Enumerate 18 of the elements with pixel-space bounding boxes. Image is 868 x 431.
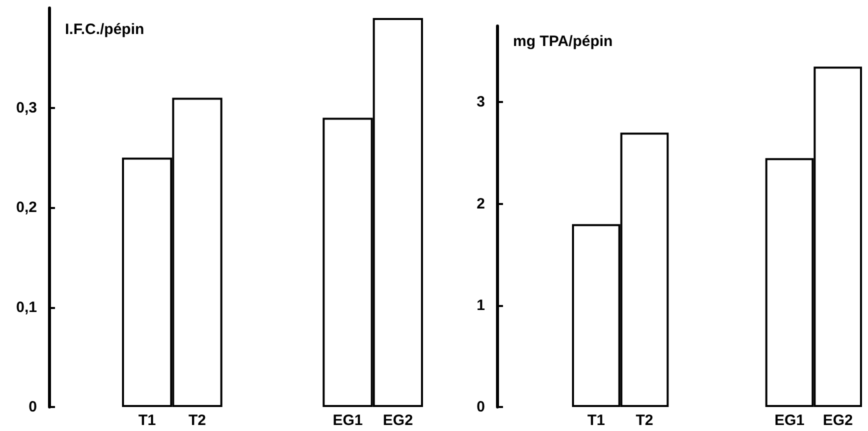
x-tick-label: T1 [587,412,605,429]
y-axis-title: I.F.C./pépin [65,21,144,38]
x-tick-label: EG2 [822,412,853,429]
y-tick-label: 3 [476,94,485,111]
x-tick-label: EG1 [774,412,805,429]
y-tick-label: 0,3 [16,99,37,116]
x-tick-label: T1 [138,412,156,429]
y-tick-label: 0,2 [16,199,37,216]
y-tick-label: 0 [476,398,485,416]
x-tick-label: T2 [636,412,654,429]
y-tick-label: 0 [28,398,37,416]
y-tick-label: 1 [476,296,485,314]
y-axis-title: mg TPA/pépin [513,33,613,50]
y-tick-label: 2 [476,195,485,212]
x-tick-label: T2 [188,412,206,429]
x-tick-label: EG2 [382,412,413,429]
x-tick-label: EG1 [332,412,363,429]
y-tick-label: 0,1 [16,298,37,316]
